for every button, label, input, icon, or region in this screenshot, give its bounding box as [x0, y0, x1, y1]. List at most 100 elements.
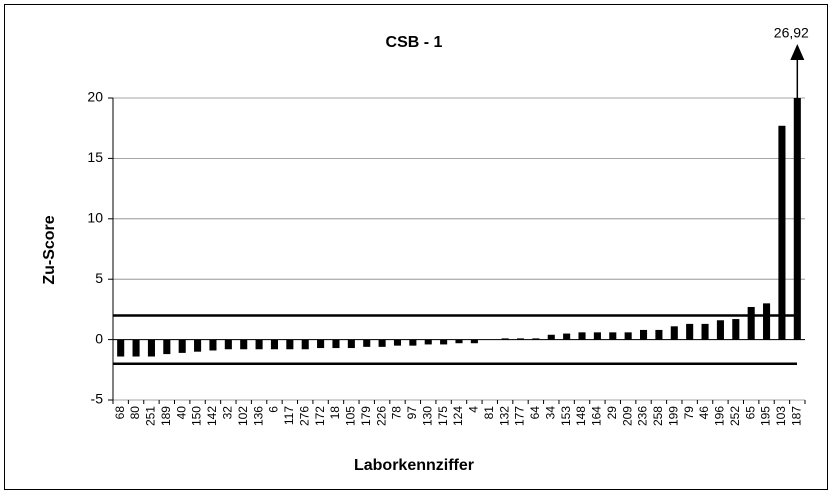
x-tick-label: 226 — [374, 406, 388, 426]
x-tick-label: 175 — [436, 406, 450, 426]
x-tick-label: 105 — [344, 406, 358, 426]
x-tick-label: 103 — [774, 406, 788, 426]
bar — [178, 339, 186, 353]
overflow-arrowhead — [790, 44, 805, 60]
x-tick-label: 252 — [728, 406, 742, 426]
x-tick-label: 40 — [174, 406, 188, 420]
bar — [163, 339, 171, 355]
x-tick-label: 68 — [113, 406, 127, 420]
bar — [793, 98, 801, 340]
x-tick-label: 150 — [190, 406, 204, 426]
bar — [286, 339, 294, 350]
bar — [747, 306, 755, 340]
y-tick-label: 5 — [95, 270, 103, 286]
value-label: 26,92 — [774, 25, 809, 41]
x-tick-label: 46 — [697, 406, 711, 420]
bar — [409, 339, 417, 346]
x-tick-label: 164 — [590, 406, 604, 426]
y-tick-label: 20 — [87, 89, 103, 105]
x-tick-label: 179 — [359, 406, 373, 426]
x-tick-label: 64 — [528, 406, 542, 420]
bar — [655, 329, 663, 340]
y-tick-label: -5 — [91, 391, 104, 407]
x-tick-label: 142 — [205, 406, 219, 426]
x-tick-label: 276 — [297, 406, 311, 426]
bar — [639, 329, 648, 340]
bar — [363, 339, 371, 347]
x-axis-label: Laborkennziffer — [354, 457, 474, 474]
x-tick-label: 195 — [759, 406, 773, 426]
x-tick-label: 117 — [282, 406, 296, 425]
x-tick-label: 65 — [743, 406, 757, 420]
x-tick-label: 177 — [513, 406, 527, 426]
x-tick-label: 102 — [236, 406, 250, 426]
bar — [378, 339, 386, 347]
bar — [347, 339, 355, 349]
x-tick-label: 136 — [251, 406, 265, 426]
bar — [778, 125, 786, 340]
y-tick-label: 15 — [87, 149, 103, 165]
x-tick-label: 6 — [267, 406, 281, 413]
y-tick-label: 10 — [87, 210, 103, 226]
bar — [332, 339, 340, 349]
x-tick-label: 189 — [159, 406, 173, 426]
y-axis-label: Zu-Score — [41, 215, 58, 284]
bar — [563, 333, 571, 340]
x-tick-label: 81 — [482, 406, 496, 420]
x-tick-label: 172 — [313, 406, 327, 426]
chart-title: CSB - 1 — [386, 34, 443, 51]
bars — [117, 98, 801, 357]
x-tick-label: 153 — [559, 406, 573, 426]
bar — [516, 338, 525, 340]
x-tick-label: 187 — [789, 406, 803, 426]
bar — [593, 332, 601, 340]
x-tick-label: 32 — [221, 406, 235, 420]
bar — [609, 332, 617, 340]
bar — [301, 339, 309, 350]
bar — [393, 339, 402, 346]
x-tick-label: 132 — [497, 406, 511, 426]
bar — [686, 323, 694, 340]
x-tick-label: 196 — [713, 406, 727, 426]
bar — [532, 338, 540, 340]
x-tick-label: 236 — [636, 406, 650, 426]
bar — [194, 339, 202, 352]
bar — [240, 339, 248, 350]
x-tick-label: 18 — [328, 406, 342, 420]
bar — [147, 339, 155, 357]
chart-frame — [4, 4, 828, 490]
bar — [424, 339, 432, 345]
y-tick-label: 0 — [95, 330, 103, 346]
bar — [547, 334, 555, 340]
bar — [255, 339, 263, 350]
x-tick-label: 258 — [651, 406, 665, 426]
x-tick-label: 34 — [543, 406, 557, 420]
bar — [578, 332, 586, 340]
x-tick-label: 79 — [682, 406, 696, 420]
x-tick-label: 29 — [605, 406, 619, 420]
x-tick-label: 97 — [405, 406, 419, 420]
x-tick-label: 4 — [467, 406, 481, 413]
bar — [624, 332, 632, 340]
bar — [716, 320, 724, 340]
x-tick-label: 124 — [451, 406, 465, 426]
x-tick-label: 80 — [128, 406, 142, 420]
x-tick-label: 199 — [666, 406, 680, 426]
bar — [440, 339, 448, 345]
bar — [317, 339, 325, 349]
bar — [670, 326, 678, 340]
x-tick-label: 209 — [620, 406, 634, 426]
bar — [117, 339, 125, 357]
bar — [132, 339, 140, 357]
bar — [763, 303, 771, 340]
bar — [732, 319, 740, 340]
bar — [270, 339, 279, 350]
bar — [701, 323, 709, 340]
bar — [470, 339, 478, 344]
bar — [224, 339, 232, 350]
bar — [455, 339, 463, 344]
bar — [209, 339, 217, 351]
x-tick-label: 78 — [390, 406, 404, 420]
bar — [501, 338, 509, 340]
